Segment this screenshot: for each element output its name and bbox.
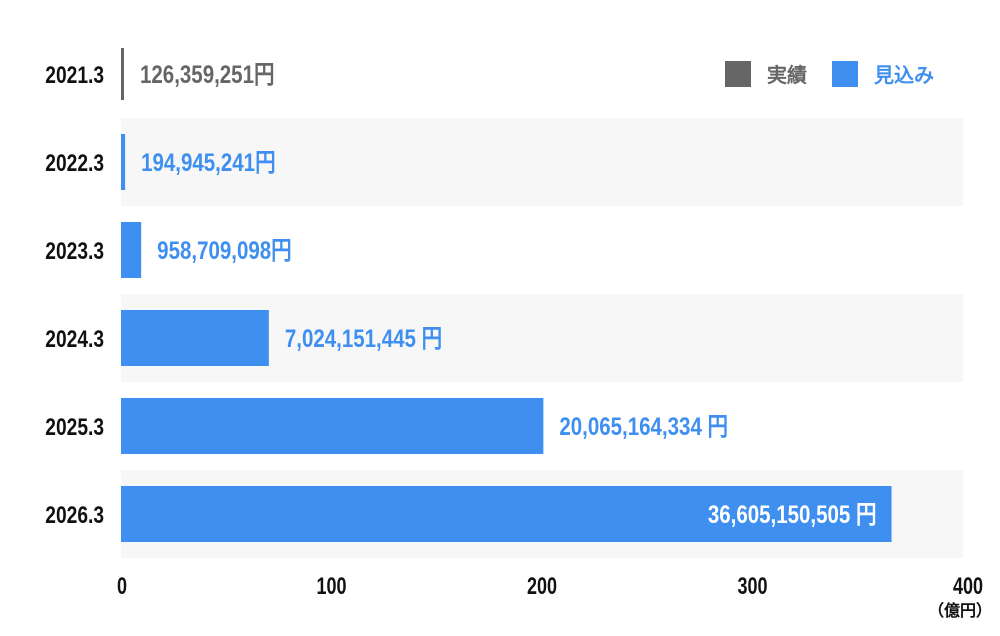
data-label: 36,605,150,505 円 xyxy=(708,500,877,528)
legend-swatch-forecast xyxy=(832,61,858,87)
bar xyxy=(121,486,892,542)
x-tick-label: 100 xyxy=(316,574,346,600)
row-band xyxy=(121,118,963,206)
category-label: 2025.3 xyxy=(45,413,104,441)
bar xyxy=(121,134,126,190)
legend-swatch-actual xyxy=(725,61,751,87)
x-tick-label: 400 xyxy=(953,574,983,600)
legend-label-actual: 実績 xyxy=(767,63,807,87)
x-tick-label: 200 xyxy=(527,574,557,600)
x-tick-label: 0 xyxy=(117,574,127,600)
bar xyxy=(121,310,269,366)
data-label: 7,024,151,445 円 xyxy=(285,324,442,352)
legend-label-forecast: 見込み xyxy=(874,64,934,87)
category-label: 2024.3 xyxy=(45,325,104,353)
category-label: 2023.3 xyxy=(45,237,104,265)
category-label: 2026.3 xyxy=(45,501,104,529)
bar xyxy=(121,222,142,278)
data-label: 958,709,098円 xyxy=(157,236,291,264)
row-band xyxy=(121,206,963,294)
data-label: 194,945,241円 xyxy=(141,148,275,176)
bar xyxy=(121,48,124,100)
bar xyxy=(121,398,544,454)
x-tick-label: 300 xyxy=(737,574,767,600)
data-label: 126,359,251円 xyxy=(140,60,274,88)
x-unit-label: （億円） xyxy=(928,601,992,620)
row-band xyxy=(121,30,963,118)
category-label: 2021.3 xyxy=(45,61,104,89)
category-label: 2022.3 xyxy=(45,149,104,177)
data-label: 20,065,164,334 円 xyxy=(559,412,728,440)
